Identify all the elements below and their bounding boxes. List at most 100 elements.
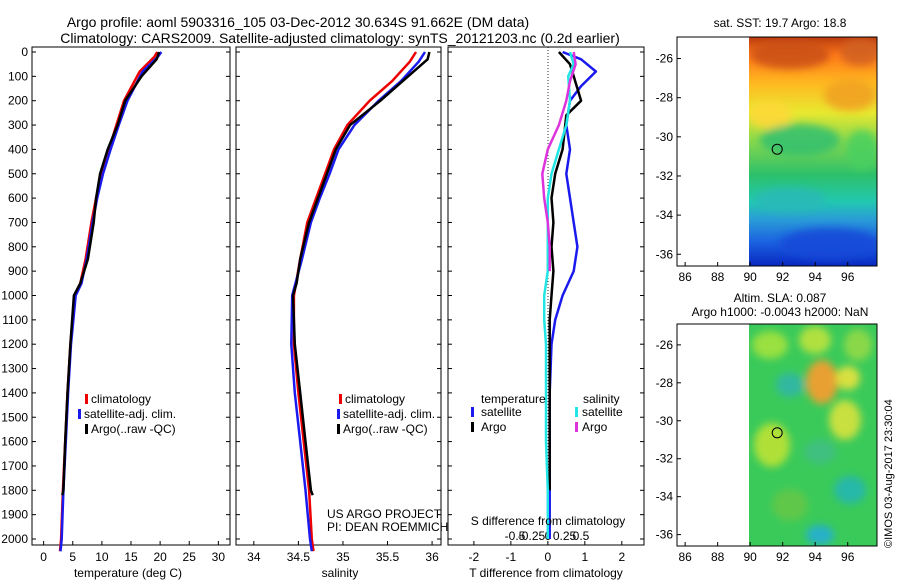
y-tick-label: 300: [8, 118, 28, 132]
legend-swatch-argo: [85, 424, 88, 434]
y-tick-label: 600: [8, 191, 28, 205]
sst-map-frame: [676, 36, 878, 267]
temperature-series: [58, 51, 163, 552]
y-tick-label: 1700: [1, 459, 28, 473]
difference-series: [541, 50, 598, 539]
sst-heatmap: [749, 37, 877, 266]
lat-tick-label: -32: [656, 169, 674, 183]
y-tick-label: 0: [21, 45, 28, 59]
legend-header-salinity: salinity: [583, 392, 620, 406]
x-tick-label: 34.5: [287, 550, 311, 564]
lon-tick-label: 88: [711, 550, 725, 564]
lat-tick-label: -30: [656, 414, 674, 428]
pi-label: PI: DEAN ROEMMICH: [327, 520, 448, 534]
legend-label-s-argo: Argo: [582, 420, 608, 434]
legend-label-t-argo: Argo: [481, 420, 507, 434]
lat-tick-label: -26: [656, 52, 674, 66]
legend-label-satellite: satellite-adj. clim.: [84, 407, 176, 421]
lat-tick-label: -28: [656, 376, 674, 390]
pressure-y-ticks: 0 100 200 300 400 500 600 700 800 900 1000 1100 1200…: [1, 45, 230, 546]
lon-tick-label: 94: [809, 550, 823, 564]
legend-header-temperature: temperature: [481, 392, 546, 406]
legend-label-climatology: climatology: [345, 392, 405, 406]
s-tick-label: -0.25: [518, 529, 546, 543]
legend-swatch-climatology: [339, 394, 342, 404]
s-tick-label: 0.25: [553, 529, 577, 543]
series-line: [292, 51, 418, 552]
s-tick-label: 0.5: [573, 529, 590, 543]
legend-swatch-satellite: [78, 409, 81, 419]
series-line: [290, 51, 427, 552]
series-line: [548, 51, 583, 491]
legend-swatch-climatology: [85, 394, 88, 404]
difference-x-ticks: -2 -1 0 1 2: [469, 541, 625, 564]
x-tick-label: 0: [40, 550, 47, 564]
lon-tick-label: 86: [678, 270, 692, 284]
y-tick-label: 1200: [1, 337, 28, 351]
argo-float-marker: [771, 143, 783, 155]
y-tick-label: 1800: [1, 483, 28, 497]
salinity-difference-label: S difference from climatology: [471, 514, 626, 528]
sla-map-title-line-1: Altim. SLA: 0.087: [734, 291, 827, 305]
y-tick-label: 500: [8, 167, 28, 181]
lat-tick-label: -30: [656, 130, 674, 144]
y-tick-label: 400: [8, 142, 28, 156]
legend-swatch-satellite: [337, 409, 340, 419]
temperature-axes-frame: [31, 46, 231, 546]
y-tick-label: 700: [8, 215, 28, 229]
x-tick-label: -1: [506, 550, 517, 564]
lat-tick-label: -28: [656, 91, 674, 105]
series-line: [291, 51, 431, 496]
sla-map-panel: Altim. SLA: 0.087 Argo h1000: -0.0043 h2…: [656, 291, 878, 564]
x-tick-label: 35: [336, 550, 350, 564]
y-tick-label: 2000: [1, 532, 28, 546]
salinity-difference-ticks: -0.5-0.25 0 0.250.5: [505, 529, 590, 543]
x-tick-label: 25: [183, 550, 197, 564]
argo-float-marker: [771, 427, 783, 439]
x-tick-label: 15: [124, 550, 138, 564]
lon-tick-label: 96: [841, 270, 855, 284]
legend-label-s-satellite: satellite: [582, 405, 623, 419]
lat-tick-label: -34: [656, 208, 674, 222]
x-tick-label: 35.5: [376, 550, 400, 564]
y-tick-label: 1400: [1, 386, 28, 400]
temperature-x-ticks: 0 5 10 15 20 25 30: [40, 541, 225, 564]
lat-tick-label: -36: [656, 247, 674, 261]
difference-legend: temperature salinity satellite Argo sate…: [471, 392, 623, 434]
salinity-legend: climatology satellite-adj. clim. Argo(..…: [337, 392, 435, 436]
legend-swatch-s-satellite: [575, 407, 578, 417]
sst-map-ticks: 86 88 90 92 94 96 -26 -28 -30 -32 -34 -36: [656, 52, 855, 284]
series-line: [548, 50, 598, 539]
difference-y-ticks: [448, 51, 644, 540]
sla-map-frame: [676, 323, 878, 547]
lon-tick-label: 86: [678, 550, 692, 564]
sla-map-ticks: 86 88 90 92 94 96 -26 -28 -30 -32 -34 -36: [656, 338, 855, 564]
temperature-legend: climatology satellite-adj. clim. Argo(..…: [78, 392, 176, 436]
y-tick-label: 100: [8, 69, 28, 83]
project-label: US ARGO PROJECT: [327, 507, 442, 521]
y-tick-label: 1100: [2, 313, 28, 327]
x-tick-label: 5: [69, 550, 76, 564]
y-tick-label: 900: [8, 264, 28, 278]
lon-tick-label: 92: [776, 270, 790, 284]
salinity-x-label: salinity: [322, 566, 359, 580]
y-tick-label: 1600: [1, 435, 28, 449]
difference-x-label: T difference from climatology: [469, 566, 623, 580]
sst-map-title: sat. SST: 19.7 Argo: 18.8: [714, 16, 847, 30]
x-tick-label: 2: [618, 550, 625, 564]
salinity-axes-frame: [235, 46, 442, 546]
x-tick-label: 10: [95, 550, 109, 564]
y-tick-label: 1000: [1, 289, 28, 303]
salinity-y-ticks: [236, 51, 441, 540]
legend-label-satellite: satellite-adj. clim.: [343, 407, 435, 421]
imos-credit: ©IMOS 03-Aug-2017 23:30:04: [883, 399, 895, 548]
x-tick-label: 20: [153, 550, 167, 564]
title-line-1: Argo profile: aoml 5903316_105 03-Dec-20…: [67, 14, 529, 30]
lon-tick-label: 88: [711, 270, 725, 284]
legend-label-climatology: climatology: [91, 392, 151, 406]
y-tick-label: 800: [8, 240, 28, 254]
lat-tick-label: -26: [656, 338, 674, 352]
sla-map-title-line-2: Argo h1000: -0.0043 h2000: NaN: [692, 305, 869, 319]
legend-swatch-t-argo: [471, 422, 474, 432]
